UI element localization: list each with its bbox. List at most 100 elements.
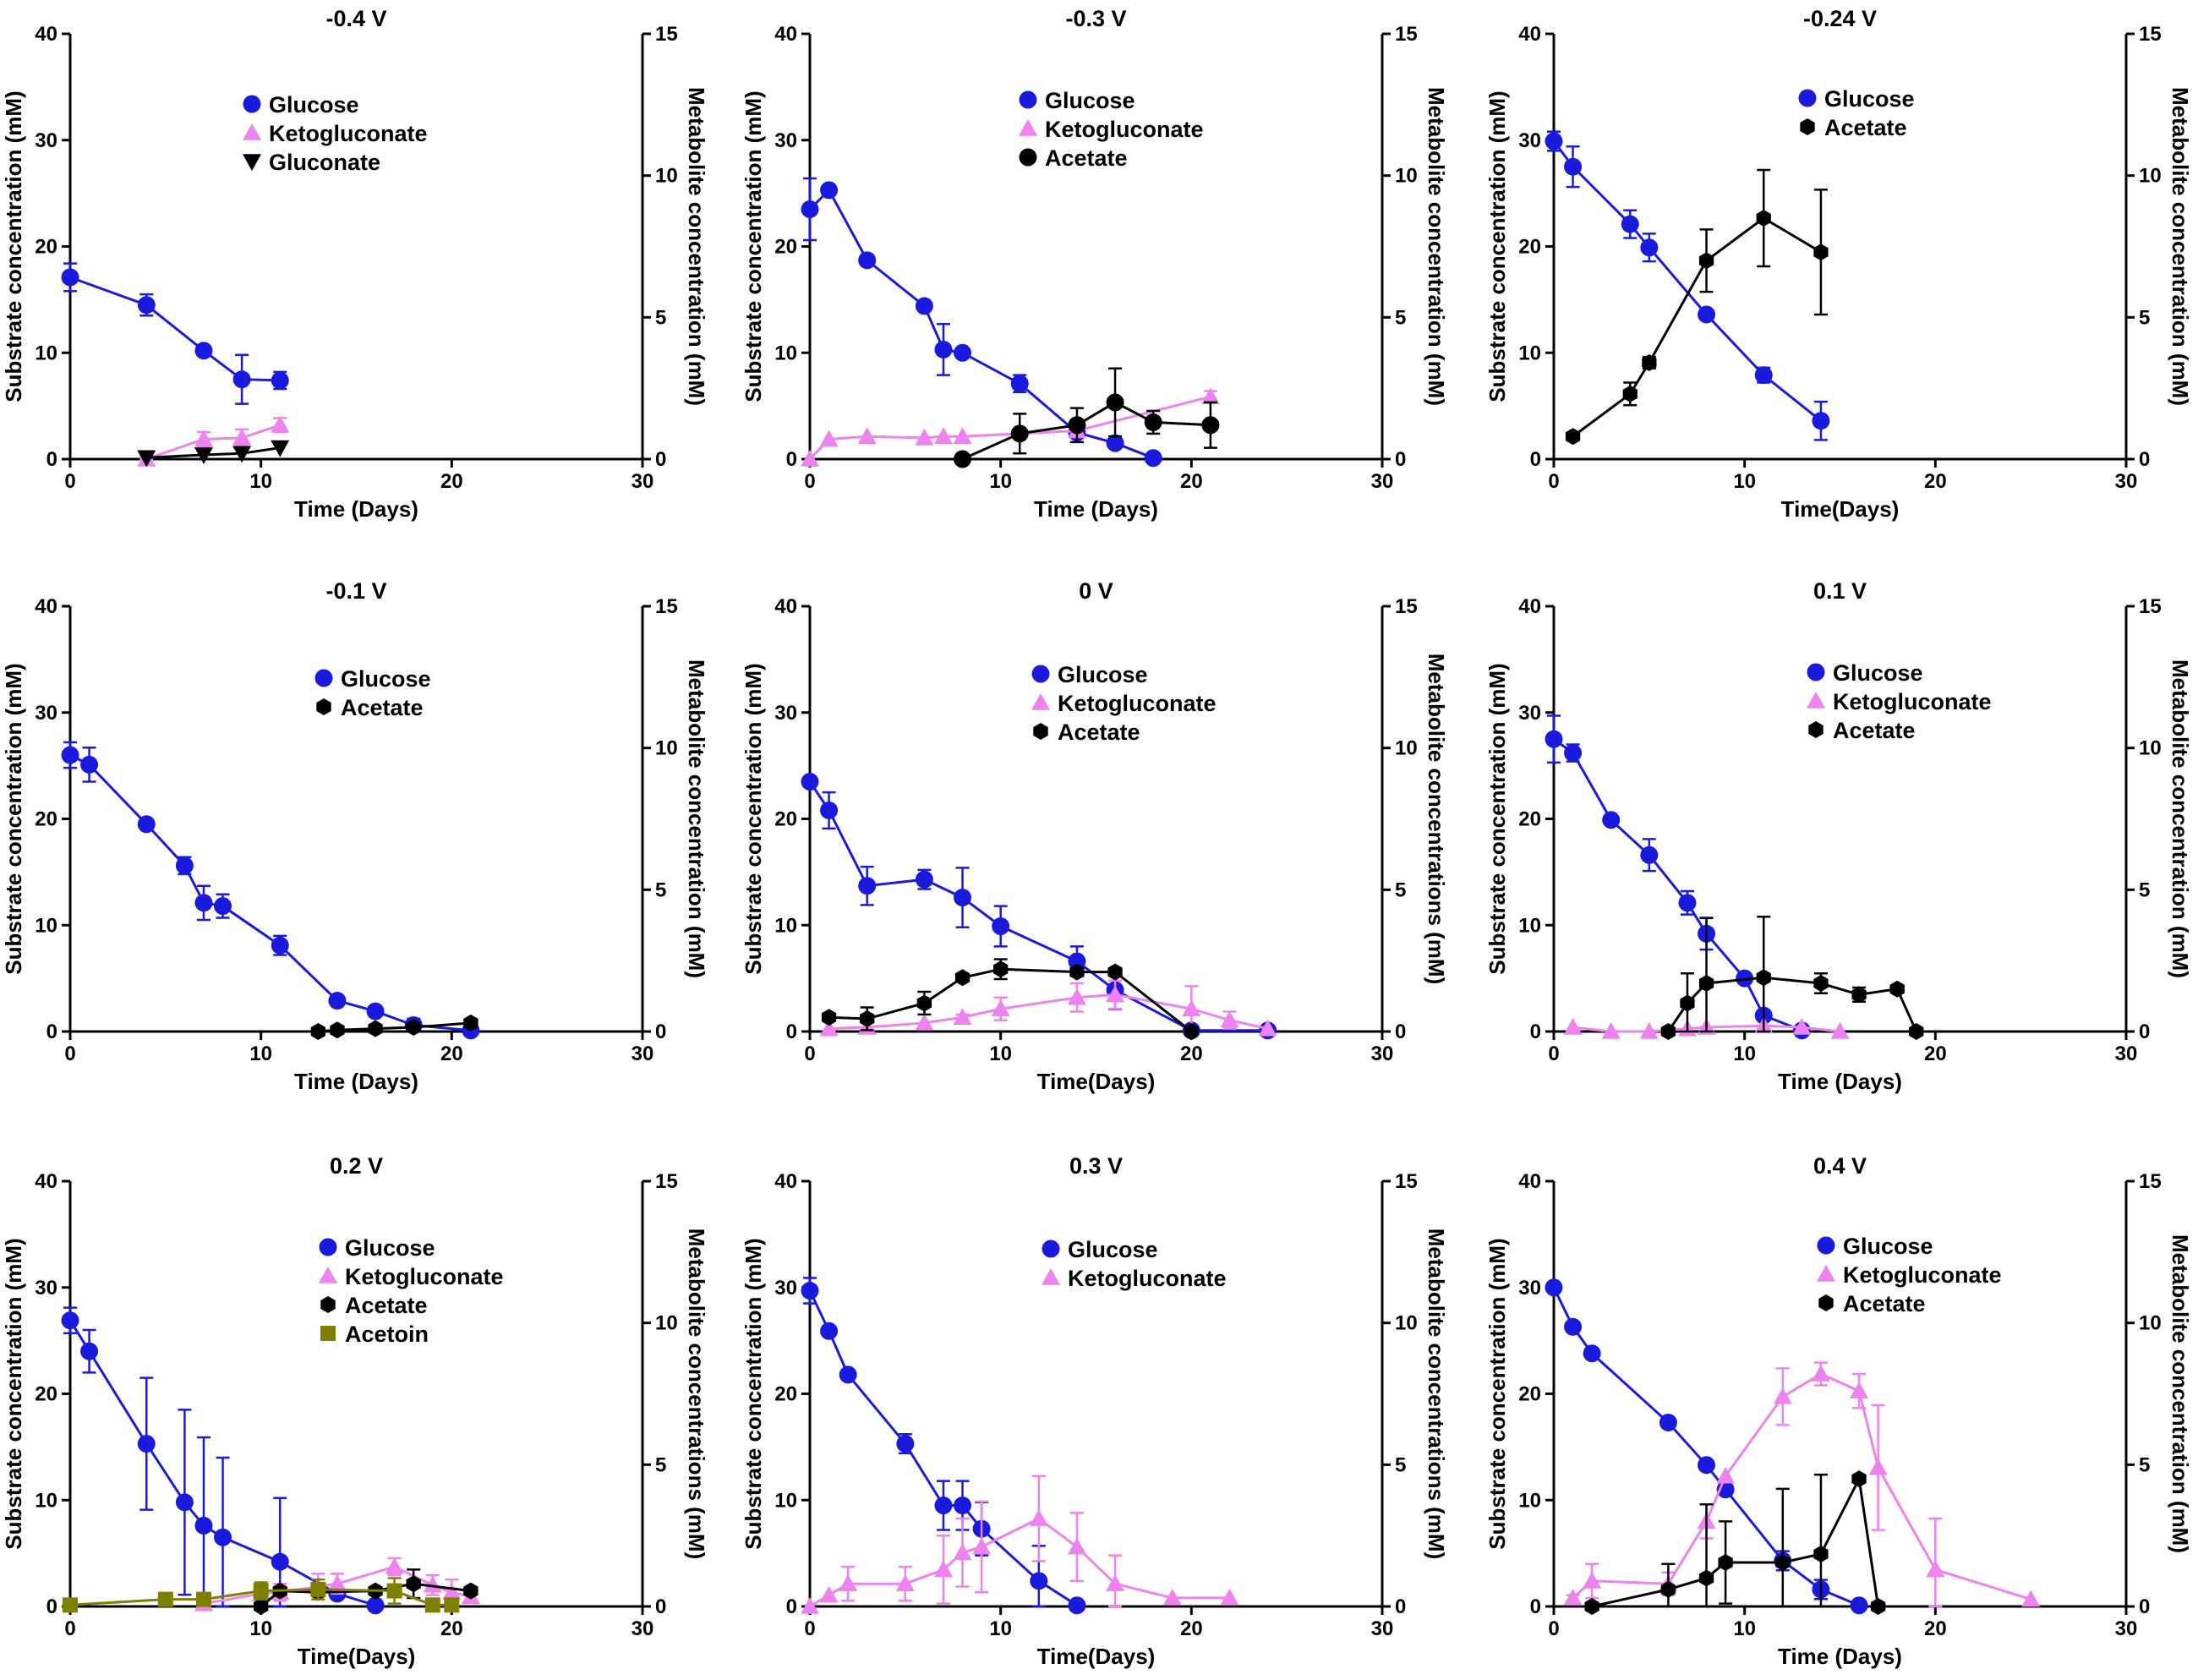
legend-label: Acetate	[1843, 1291, 1926, 1316]
data-point	[1106, 434, 1124, 452]
y-right-axis-label: Metabolite concentration (mM)	[1424, 87, 1449, 406]
data-point	[406, 1019, 421, 1036]
data-point	[63, 1597, 78, 1613]
legend-label: Ketogluconate	[1068, 1266, 1227, 1291]
y-right-tick-label: 15	[2139, 23, 2162, 46]
x-tick-label: 10	[989, 1617, 1012, 1640]
data-point	[1775, 1554, 1791, 1571]
x-tick-label: 10	[1733, 1617, 1756, 1640]
y-right-tick-label: 10	[2139, 737, 2162, 760]
legend: Glucose Acetate	[314, 666, 431, 720]
data-point	[1068, 416, 1086, 435]
x-axis-label: Time (Days)	[294, 496, 418, 522]
data-point	[1640, 845, 1659, 864]
legend-marker	[1817, 1236, 1835, 1255]
data-point	[1220, 1588, 1239, 1606]
data-point	[1584, 1598, 1599, 1615]
series-glucose	[1545, 714, 1811, 1040]
data-point	[214, 1528, 232, 1546]
data-point	[1258, 1019, 1277, 1037]
y-left-tick-label: 20	[774, 1383, 797, 1406]
data-point	[385, 1557, 404, 1574]
series-acetate	[310, 1014, 478, 1040]
y-left-axis-label: Substrate concentration (mM)	[1, 1238, 26, 1549]
data-point	[1545, 1278, 1563, 1297]
chart-title: 0.1 V	[1813, 578, 1867, 604]
data-point	[1754, 366, 1773, 385]
data-point	[271, 371, 289, 390]
y-left-tick-label: 30	[35, 1277, 57, 1300]
y-left-axis-label: Substrate concentration (mM)	[741, 90, 766, 402]
y-right-tick-label: 10	[1395, 165, 1418, 188]
y-right-axis-label: Metabolite concentration (mM)	[2168, 1234, 2193, 1553]
x-tick-label: 10	[989, 1042, 1012, 1065]
y-right-tick-label: 15	[655, 23, 678, 46]
data-point	[1545, 730, 1563, 748]
legend: Glucose Ketogluconate Acetate	[1019, 88, 1204, 171]
data-point	[1926, 1560, 1945, 1578]
series-line	[1591, 1475, 1880, 1608]
data-point	[137, 450, 156, 468]
y-right-tick-label: 5	[1395, 878, 1406, 901]
chart-title: 0.3 V	[1069, 1153, 1123, 1179]
x-tick-label: 30	[2115, 1617, 2138, 1640]
data-point	[1698, 252, 1714, 270]
data-point	[1792, 1017, 1812, 1035]
x-tick-label: 20	[1924, 1042, 1947, 1065]
y-left-tick-label: 20	[774, 808, 797, 831]
data-point	[1201, 416, 1220, 435]
y-right-tick-label: 10	[2139, 165, 2162, 188]
data-point	[915, 870, 933, 889]
y-right-axis-label: Metabolite concentration (mM)	[684, 659, 709, 978]
x-tick-label: 0	[64, 1042, 75, 1065]
series-acetate	[1660, 915, 1924, 1040]
legend-marker	[319, 1238, 337, 1256]
data-point	[954, 450, 972, 468]
legend-label: Glucose	[1824, 86, 1915, 112]
legend-label: Acetate	[1833, 718, 1916, 743]
data-point	[896, 1435, 915, 1453]
legend-label: Acetate	[1058, 720, 1140, 745]
legend-marker	[314, 669, 333, 687]
data-point	[839, 1365, 857, 1384]
legend-marker	[243, 123, 261, 140]
series-acetoin	[63, 1577, 460, 1613]
legend-label: Glucose	[1058, 662, 1148, 687]
y-left-axis-label: Substrate concentration (mM)	[1484, 1238, 1510, 1549]
series-glucose	[1545, 130, 1830, 441]
x-tick-label: 10	[989, 470, 1012, 493]
data-point	[819, 430, 839, 447]
data-point	[1621, 215, 1639, 233]
data-point	[1184, 1023, 1199, 1040]
data-point	[1220, 1010, 1239, 1028]
data-point	[175, 856, 194, 875]
data-point	[1583, 1344, 1601, 1363]
data-point	[1678, 894, 1697, 912]
data-point	[1068, 952, 1086, 971]
y-right-axis-label: Metabolite concentrations (mM)	[1424, 1229, 1449, 1559]
y-left-tick-label: 10	[774, 1489, 797, 1512]
data-point	[1639, 1022, 1659, 1039]
legend-label: Glucose	[1045, 88, 1135, 113]
x-axis-label: Time (Days)	[294, 1069, 418, 1094]
data-point	[157, 1591, 173, 1607]
data-point	[1773, 1387, 1792, 1404]
data-point	[915, 428, 934, 446]
y-right-tick-label: 15	[1395, 595, 1418, 618]
y-right-tick-label: 15	[2139, 1170, 2162, 1193]
chart-title: 0 V	[1079, 578, 1113, 604]
y-left-tick-label: 20	[35, 236, 57, 259]
data-point	[444, 1597, 460, 1613]
data-point	[934, 340, 953, 358]
data-point	[1756, 210, 1771, 227]
data-point	[915, 297, 933, 315]
legend-label: Glucose	[341, 666, 431, 692]
data-point	[954, 1497, 972, 1515]
y-right-tick-label: 0	[655, 1595, 666, 1618]
y-left-axis-label: Substrate concentration (mM)	[1, 90, 26, 402]
data-point	[801, 772, 819, 791]
series-glucose	[61, 741, 480, 1040]
data-point	[933, 427, 953, 444]
